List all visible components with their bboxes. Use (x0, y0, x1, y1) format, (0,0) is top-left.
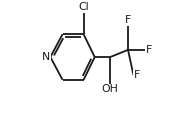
Text: OH: OH (102, 84, 119, 94)
Text: F: F (134, 70, 140, 80)
Text: F: F (146, 45, 152, 55)
Text: F: F (125, 15, 131, 25)
Text: N: N (42, 52, 50, 62)
Text: Cl: Cl (78, 2, 89, 12)
